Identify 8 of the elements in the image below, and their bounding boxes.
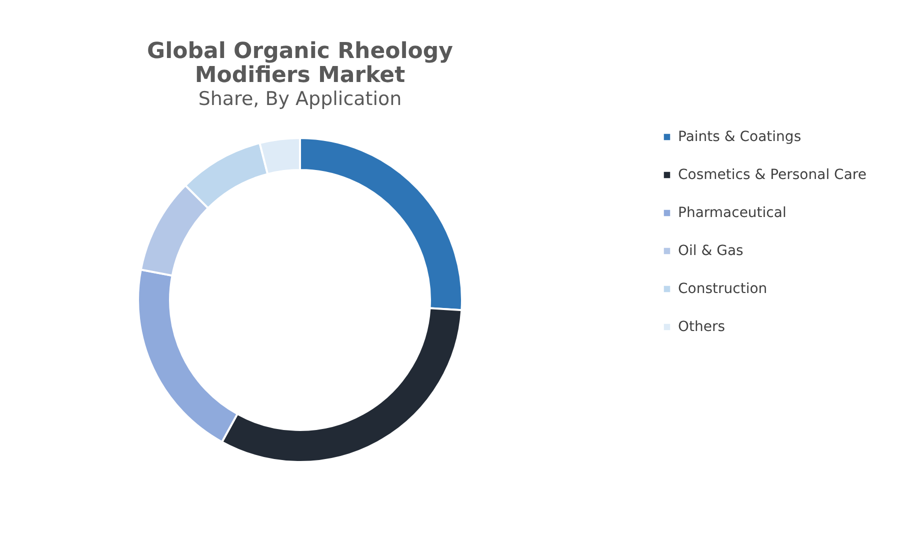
chart-subtitle: Share, By Application <box>198 88 402 110</box>
legend-label: Oil & Gas <box>678 243 744 259</box>
legend-label: Construction <box>678 281 768 297</box>
legend-label: Paints & Coatings <box>678 129 802 145</box>
legend-label: Others <box>678 319 726 335</box>
legend-label: Cosmetics & Personal Care <box>678 167 866 183</box>
legend-label: Pharmaceutical <box>678 205 786 221</box>
chart-title: Global Organic Rheology Modifiers Market <box>147 39 453 88</box>
